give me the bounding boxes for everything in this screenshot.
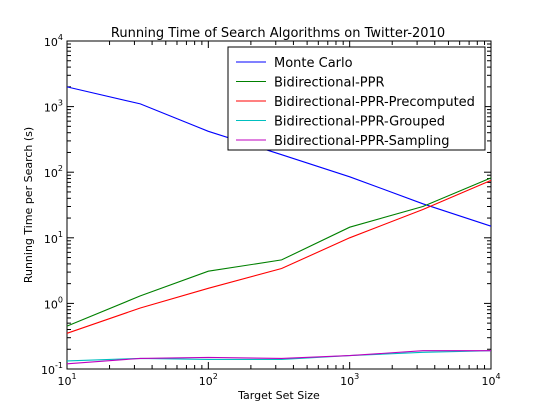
x-tick-label: 101: [57, 372, 76, 388]
x-tick-label-exponent: 3: [354, 372, 359, 381]
y-tick-label-exponent: -1: [55, 361, 63, 370]
legend-label-bidirectional-ppr-sampling: Bidirectional-PPR-Sampling: [274, 134, 450, 149]
x-tick-label: 102: [199, 372, 218, 388]
y-tick-label-base: 10: [44, 233, 58, 246]
y-tick-label: 101: [44, 230, 63, 246]
y-tick-label: 104: [44, 33, 63, 49]
legend: Monte Carlo Bidirectional-PPR Bidirectiona…: [227, 46, 486, 151]
y-axis-label: Running Time per Search (s): [22, 127, 35, 283]
y-tick-label: 103: [44, 99, 63, 115]
series-line-bidirectional-ppr: [66, 177, 492, 327]
x-tick-label: 103: [340, 372, 359, 388]
x-tick-label-base: 10: [481, 375, 495, 388]
legend-label-bidirectional-ppr-precomputed: Bidirectional-PPR-Precomputed: [274, 95, 475, 110]
series-lines: [66, 86, 492, 365]
y-tick-label-base: 10: [44, 36, 58, 49]
x-tick-label: 104: [481, 372, 500, 388]
series-line-monte-carlo: [66, 86, 492, 227]
x-tick-label-base: 10: [57, 375, 71, 388]
x-tick-label-exponent: 1: [71, 372, 76, 381]
x-tick-label-base: 10: [340, 375, 354, 388]
series-line-bidirectional-ppr-precomputed: [66, 179, 492, 334]
y-tick-label-exponent: 1: [58, 230, 63, 239]
x-tick-label-exponent: 2: [213, 372, 218, 381]
y-tick-label-base: 10: [44, 298, 58, 311]
y-tick-label-exponent: 3: [58, 99, 63, 108]
x-axis-label: Target Set Size: [237, 389, 320, 402]
y-tick-label-exponent: 2: [58, 164, 63, 173]
legend-label-bidirectional-ppr: Bidirectional-PPR: [274, 76, 384, 91]
y-tick-label-exponent: 0: [58, 295, 63, 304]
y-tick-label: 10-1: [41, 361, 63, 377]
y-tick-label: 102: [44, 164, 63, 180]
y-tick-label-base: 10: [44, 167, 58, 180]
y-tick-label-base: 10: [44, 102, 58, 115]
x-tick-label-exponent: 4: [495, 372, 500, 381]
chart-title: Running Time of Search Algorithms on Twi…: [111, 26, 445, 41]
y-tick-label: 100: [44, 295, 63, 311]
legend-box: [227, 46, 486, 151]
legend-label-monte-carlo: Monte Carlo: [274, 56, 353, 71]
x-tick-label-base: 10: [199, 375, 213, 388]
y-tick-label-exponent: 4: [58, 33, 63, 42]
legend-label-bidirectional-ppr-grouped: Bidirectional-PPR-Grouped: [274, 115, 445, 130]
y-tick-label-base: 10: [41, 364, 55, 377]
series-line-bidirectional-ppr-sampling: [66, 350, 491, 365]
